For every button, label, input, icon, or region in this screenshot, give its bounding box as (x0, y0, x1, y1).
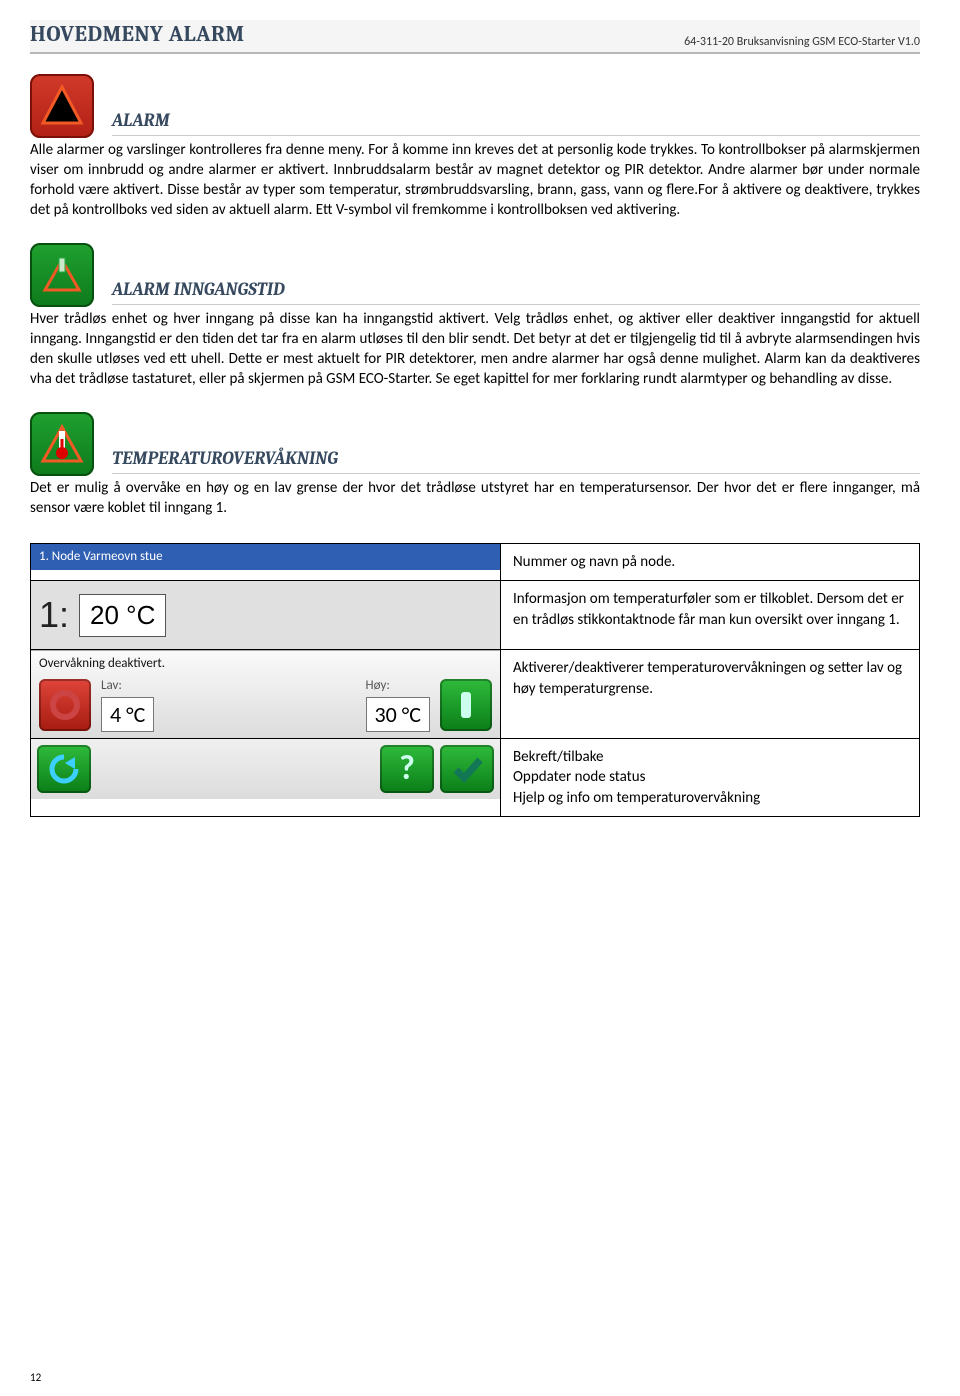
current-temp-field[interactable]: 20 °C (79, 594, 166, 637)
temperatur-title: TEMPERATUROVERVÅKNING (112, 447, 920, 473)
section-temperatur: TEMPERATUROVERVÅKNING Det er mulig å ove… (30, 412, 920, 519)
section-alarm: ALARM Alle alarmer og varslinger kontrol… (30, 74, 920, 221)
node-header-cell: 1. Node Varmeovn stue (31, 544, 501, 581)
alarm-icon (30, 74, 94, 138)
annot-r4: Bekreft/tilbake Oppdater node status Hje… (501, 739, 920, 817)
temp-readout-cell: 1: 20 °C (31, 581, 501, 650)
annot-r3: Aktiverer/deaktiverer temperaturovervåkn… (501, 650, 920, 739)
annot-r4b: Oppdater node status (513, 767, 907, 787)
node-header: 1. Node Varmeovn stue (31, 544, 500, 570)
low-label: Lav: (101, 677, 154, 695)
disable-button[interactable] (39, 679, 91, 731)
page-title: HOVEDMENY ALARM (30, 20, 245, 50)
input-index: 1: (39, 591, 69, 640)
temperatur-icon (30, 412, 94, 476)
monitor-status: Overvåkning deaktivert. (39, 655, 492, 673)
doc-id: 64-311-20 Bruksanvisning GSM ECO-Starter… (684, 34, 920, 50)
high-label: Høy: (366, 677, 430, 695)
confirm-button[interactable] (440, 745, 494, 793)
inngangstid-body: Hver trådløs enhet og hver inngang på di… (30, 309, 920, 390)
button-row-cell: ? (31, 739, 501, 817)
temperature-ui-table: 1. Node Varmeovn stue Nummer og navn på … (30, 543, 920, 817)
annot-r1: Nummer og navn på node. (501, 544, 920, 581)
inngangstid-icon (30, 243, 94, 307)
inngangstid-title: ALARM INNGANGSTID (112, 278, 920, 304)
monitor-cell: Overvåkning deaktivert. Lav: 4 °C Høy: 3… (31, 650, 501, 739)
annot-r4a: Bekreft/tilbake (513, 747, 907, 767)
temperatur-body: Det er mulig å overvåke en høy og en lav… (30, 478, 920, 519)
annot-r4c: Hjelp og info om temperaturovervåkning (513, 788, 907, 808)
section-inngangstid: ALARM INNGANGSTID Hver trådløs enhet og … (30, 243, 920, 390)
page-header: HOVEDMENY ALARM 64-311-20 Bruksanvisning… (30, 20, 920, 54)
high-temp-field[interactable]: 30 °C (366, 697, 430, 733)
alarm-title: ALARM (112, 109, 920, 135)
alarm-body: Alle alarmer og varslinger kontrolleres … (30, 140, 920, 221)
page-number: 12 (30, 1371, 41, 1386)
enable-button[interactable] (440, 679, 492, 731)
help-button[interactable]: ? (380, 745, 434, 793)
refresh-button[interactable] (37, 745, 91, 793)
low-temp-field[interactable]: 4 °C (101, 697, 154, 733)
annot-r2: Informasjon om temperaturføler som er ti… (501, 581, 920, 650)
